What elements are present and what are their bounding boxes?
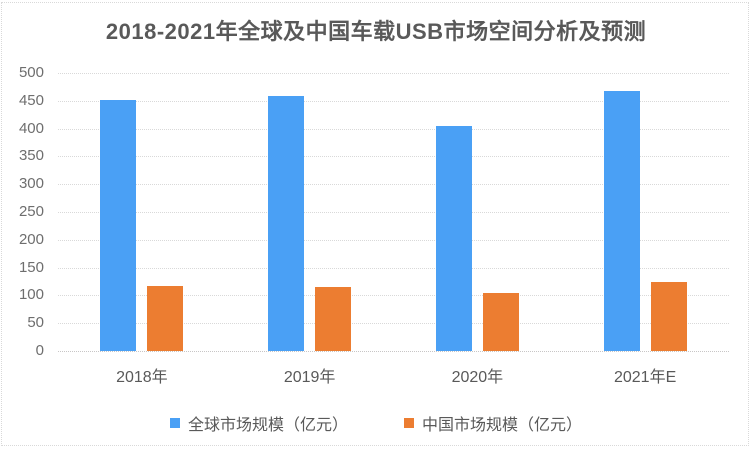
y-tick-label-300: 300 [18, 175, 44, 193]
legend: 全球市场规模（亿元） 中国市场规模（亿元） [0, 411, 752, 435]
y-tick-label-200: 200 [18, 230, 44, 248]
y-tick-label-100: 100 [18, 286, 44, 304]
y-tick-label-450: 450 [18, 91, 44, 109]
y-tick-label-400: 400 [18, 119, 44, 137]
plot-area [58, 73, 729, 352]
bar-global-1 [268, 95, 305, 351]
legend-item-china: 中国市场规模（亿元） [404, 411, 582, 435]
x-tick-label-0: 2018年 [116, 369, 168, 386]
bar-global-0 [100, 99, 137, 351]
x-tick-label-3: 2021年E [613, 369, 677, 386]
gridline-400 [58, 128, 729, 130]
y-tick-label-150: 150 [18, 258, 44, 276]
y-tick-label-250: 250 [18, 203, 44, 220]
y-tick-label-500: 500 [18, 64, 44, 81]
gridline-150 [58, 267, 729, 269]
x-tick-label-2: 2020年 [451, 369, 504, 386]
bar-global-2 [435, 125, 472, 351]
gridline-300 [58, 184, 729, 186]
bar-china-0 [147, 285, 184, 351]
y-tick-label-50: 50 [27, 314, 44, 332]
gridline-250 [58, 212, 729, 213]
gridline-200 [58, 239, 729, 241]
gridline-450 [58, 100, 729, 102]
x-tick-label-1: 2019年 [283, 369, 336, 386]
gridline-350 [58, 156, 729, 158]
legend-label-china: 中国市场规模（亿元） [422, 417, 583, 434]
chart-title: 2018-2021年全球及中国车载USB市场空间分析及预测 [105, 19, 647, 44]
y-tick-label-350: 350 [18, 147, 44, 165]
legend-item-global: 全球市场规模（亿元） [169, 411, 348, 435]
y-tick-label-0: 0 [35, 342, 44, 359]
bar-china-1 [315, 287, 352, 351]
gridline-100 [58, 295, 729, 297]
gridline-500 [58, 73, 729, 74]
gridline-50 [58, 323, 729, 325]
bar-china-3 [650, 282, 687, 351]
legend-swatch-china [404, 418, 414, 428]
bar-china-2 [482, 293, 519, 351]
bar-global-3 [603, 90, 640, 351]
legend-swatch-global [169, 418, 180, 428]
legend-label-global: 全球市场规模（亿元） [187, 417, 348, 434]
x-axis-line [58, 351, 729, 352]
